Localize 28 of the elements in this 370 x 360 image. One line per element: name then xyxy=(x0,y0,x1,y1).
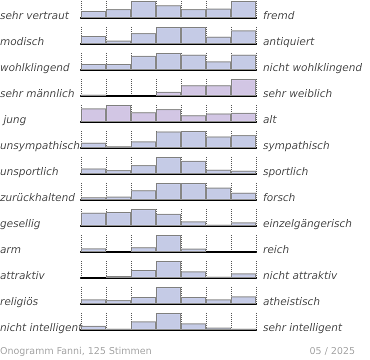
y2-axis-title: sportlich xyxy=(262,166,308,180)
y2-axis-title: sehr weiblich xyxy=(262,88,332,102)
text: 05 / 2025 xyxy=(309,346,355,357)
y-axis-title: sehr vertraut xyxy=(0,10,70,24)
y2-axis-title: reich xyxy=(262,244,290,258)
y2-axis-title: alt xyxy=(262,114,276,128)
y2-axis-title: fremd xyxy=(262,10,294,24)
y-axis-title: unsportlich xyxy=(0,166,60,180)
text: Onogramm Fanni, 125 Stimmen xyxy=(0,346,152,357)
y2-axis-title: nicht attraktiv xyxy=(262,270,338,284)
y-axis-title: religiös xyxy=(0,296,40,310)
y-axis-title: modisch xyxy=(0,36,46,50)
y-axis-title: wohlklingend xyxy=(0,62,71,76)
y2-axis-title: sehr intelligent xyxy=(262,322,342,336)
y2-axis-title: atheistisch xyxy=(262,296,320,310)
y2-axis-title: antiquiert xyxy=(262,36,314,50)
y-axis-title: gesellig xyxy=(0,218,42,232)
y2-axis-title: forsch xyxy=(262,192,296,206)
y-axis-title: arm xyxy=(0,244,22,258)
y-axis-title: jung xyxy=(1,114,28,128)
y-axis-title: unsympathisch xyxy=(0,140,80,154)
y-axis-title: sehr männlich xyxy=(0,88,76,102)
y2-axis-title: nicht wohlklingend xyxy=(262,62,362,76)
y-axis-title: zurückhaltend xyxy=(0,192,76,206)
y2-axis-title: einzelgängerisch xyxy=(262,218,352,232)
y2-axis-title: sympathisch xyxy=(262,140,330,154)
y-axis-title: attraktiv xyxy=(0,270,46,284)
bar xyxy=(81,248,106,252)
